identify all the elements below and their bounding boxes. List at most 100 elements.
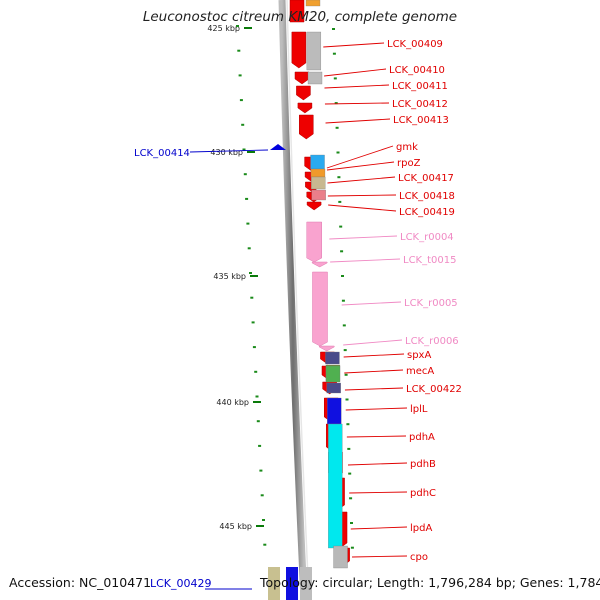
gene-leader-line bbox=[326, 161, 395, 171]
cog-category-block[interactable] bbox=[311, 189, 326, 201]
gene-label[interactable]: LCK_r0006 bbox=[405, 336, 459, 347]
footer-gene-label[interactable]: LCK_00429 bbox=[150, 577, 212, 590]
cog-category-block[interactable] bbox=[310, 154, 325, 170]
cds-feature[interactable] bbox=[294, 71, 310, 85]
guide-dot bbox=[345, 398, 349, 401]
gene-leader-line bbox=[343, 353, 405, 358]
bottom-track-block[interactable] bbox=[300, 567, 312, 600]
guide-dot bbox=[338, 200, 342, 203]
gene-leader-line bbox=[346, 435, 407, 438]
gene-label[interactable]: lpdA bbox=[410, 523, 432, 534]
guide-dot bbox=[332, 28, 335, 30]
gene-leader-line bbox=[344, 387, 404, 391]
guide-dot bbox=[242, 148, 246, 151]
cds-feature[interactable] bbox=[291, 31, 307, 69]
map-title: Leuconostoc citreum KM20, complete genom… bbox=[142, 9, 458, 25]
minus-strand-feature[interactable] bbox=[270, 144, 286, 150]
guide-dot bbox=[238, 74, 242, 77]
gene-leader-line bbox=[344, 369, 404, 374]
gene-leader-line bbox=[330, 258, 401, 263]
guide-dot bbox=[341, 275, 344, 277]
gene-label-left[interactable]: LCK_00414 bbox=[134, 148, 190, 159]
cog-category-block[interactable] bbox=[310, 168, 326, 178]
cds-feature[interactable] bbox=[296, 85, 311, 101]
gene-label[interactable]: mecA bbox=[406, 366, 434, 377]
gene-leader-line bbox=[189, 149, 269, 153]
guide-dot bbox=[251, 321, 255, 324]
gene-label[interactable]: LCK_00413 bbox=[393, 115, 449, 126]
gene-label[interactable]: spxA bbox=[407, 350, 431, 361]
gene-label[interactable]: LCK_00411 bbox=[392, 81, 448, 92]
gene-label[interactable]: LCK_00410 bbox=[389, 65, 445, 76]
gene-label[interactable]: LCK_00422 bbox=[406, 384, 462, 395]
topology-text: Topology: circular; Length: 1,796,284 bp… bbox=[260, 575, 600, 590]
guide-dot bbox=[243, 173, 247, 176]
footer-bar: Accession: NC_010471 LCK_00429 Topology:… bbox=[0, 572, 600, 600]
gene-label[interactable]: LCK_00417 bbox=[398, 173, 454, 184]
cog-category-block[interactable] bbox=[306, 31, 322, 71]
cog-category-block[interactable] bbox=[333, 545, 348, 569]
gene-label[interactable]: lplL bbox=[410, 404, 428, 415]
gene-leader-line bbox=[324, 102, 390, 105]
gene-leader-line bbox=[323, 42, 385, 48]
cog-category-block[interactable] bbox=[325, 351, 340, 365]
gene-leader-line bbox=[324, 68, 387, 77]
cds-feature[interactable] bbox=[306, 201, 322, 211]
bottom-track-block[interactable] bbox=[268, 567, 280, 600]
gene-label[interactable]: pdhB bbox=[410, 459, 436, 470]
gene-label[interactable]: gmk bbox=[396, 142, 418, 153]
kbp-tick-label: 445 kbp bbox=[219, 522, 252, 531]
guide-dot bbox=[341, 299, 345, 302]
guide-dot bbox=[262, 519, 265, 521]
guide-dot bbox=[263, 543, 267, 546]
gene-label[interactable]: cpo bbox=[410, 552, 428, 563]
gene-label[interactable]: rpoZ bbox=[397, 158, 421, 169]
guide-dot bbox=[349, 497, 353, 500]
genome-backbone bbox=[278, 0, 308, 600]
guide-dot bbox=[259, 469, 263, 472]
gene-label[interactable]: LCK_00418 bbox=[399, 191, 455, 202]
gene-leader-line bbox=[350, 526, 408, 530]
cog-category-block[interactable] bbox=[305, 0, 321, 7]
rna-feature[interactable] bbox=[318, 345, 335, 352]
kbp-tick-label: 425 kbp bbox=[207, 24, 240, 33]
gene-leader-line bbox=[327, 194, 397, 197]
gene-label[interactable]: pdhA bbox=[409, 432, 435, 443]
gene-label[interactable]: LCK_r0005 bbox=[404, 298, 458, 309]
rna-feature[interactable] bbox=[312, 271, 328, 347]
guide-dot bbox=[334, 102, 338, 105]
guide-dot bbox=[254, 370, 258, 373]
guide-dot bbox=[260, 494, 264, 497]
guide-dot bbox=[344, 373, 348, 376]
bottom-track-block[interactable] bbox=[286, 567, 298, 600]
cog-category-block[interactable] bbox=[327, 397, 342, 425]
cds-feature[interactable] bbox=[297, 102, 313, 114]
gene-leader-line bbox=[352, 555, 408, 558]
gene-label[interactable]: LCK_t0015 bbox=[403, 255, 456, 266]
cog-category-block[interactable] bbox=[328, 423, 343, 549]
cog-category-block[interactable] bbox=[311, 176, 326, 190]
kbp-tick-label: 440 kbp bbox=[216, 398, 249, 407]
gene-leader-line bbox=[327, 176, 396, 184]
guide-dot bbox=[250, 296, 254, 299]
cds-feature[interactable] bbox=[299, 114, 314, 140]
gene-label[interactable]: LCK_00412 bbox=[392, 99, 448, 110]
guide-dot bbox=[255, 395, 259, 398]
rna-feature[interactable] bbox=[306, 221, 322, 263]
rna-feature[interactable] bbox=[311, 261, 328, 268]
cog-category-block[interactable] bbox=[307, 71, 323, 85]
cog-category-block[interactable] bbox=[326, 382, 341, 394]
gene-leader-line bbox=[324, 84, 390, 89]
guide-dot bbox=[241, 123, 245, 126]
gene-label[interactable]: LCK_00419 bbox=[399, 207, 455, 218]
cds-feature[interactable] bbox=[289, 0, 305, 23]
guide-dot bbox=[343, 349, 347, 352]
gene-leader-line bbox=[328, 204, 397, 212]
gene-label[interactable]: LCK_r0004 bbox=[400, 232, 454, 243]
guide-dot bbox=[347, 447, 351, 450]
gene-label[interactable]: pdhC bbox=[410, 488, 436, 499]
gene-label[interactable]: LCK_00409 bbox=[387, 39, 443, 50]
cog-category-block[interactable] bbox=[325, 365, 341, 383]
guide-dot bbox=[252, 346, 256, 349]
